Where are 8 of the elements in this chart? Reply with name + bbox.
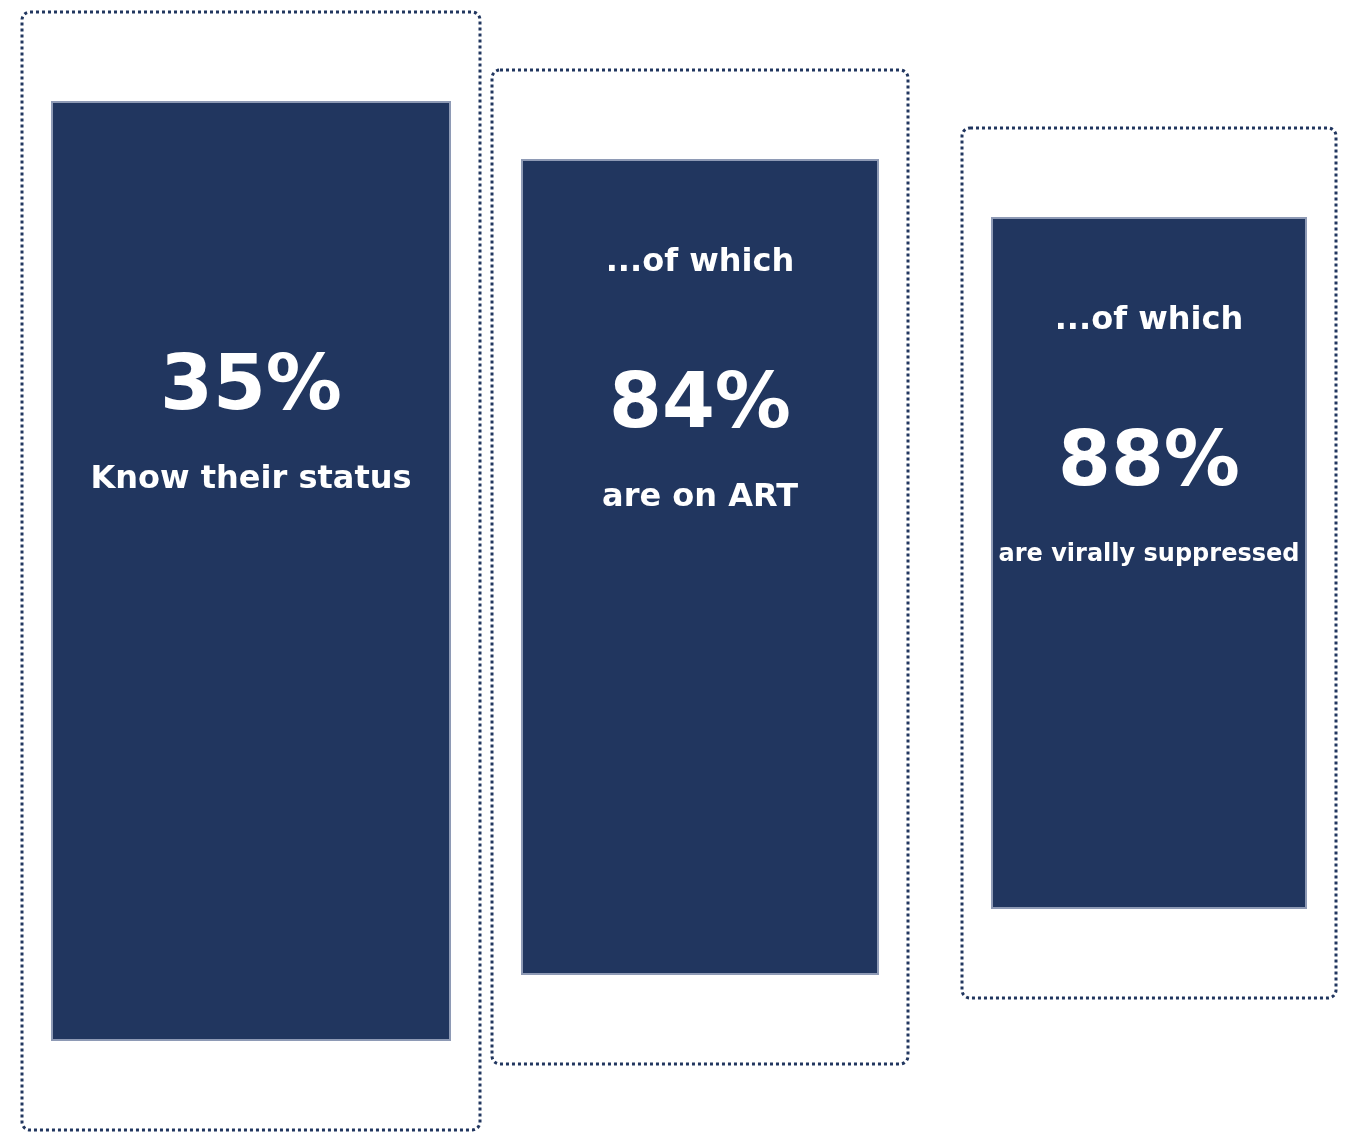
data-label: 35% [160, 337, 342, 427]
text: ...of which [1054, 299, 1244, 337]
data-label: 88% [1058, 413, 1240, 503]
category-label: are virally suppressed [998, 539, 1300, 567]
category-label: are on ART [602, 476, 799, 514]
category-label: Know their status [90, 458, 412, 496]
text: ...of which [605, 241, 795, 279]
data-label: 84% [609, 355, 791, 445]
